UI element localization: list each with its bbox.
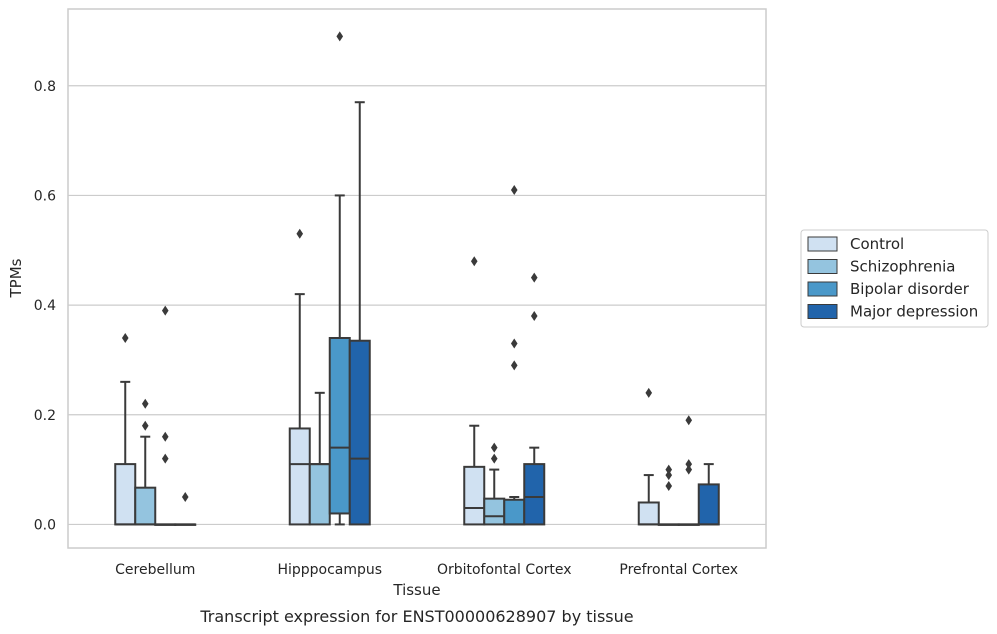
outlier-point — [121, 332, 129, 343]
outlier-point — [181, 492, 189, 503]
x-tick-labels: Cerebellum Hipppocampus Orbitofontal Corte… — [115, 562, 738, 578]
box-bipolar-disorder — [677, 415, 700, 526]
box-control — [288, 228, 311, 526]
box-control — [463, 256, 486, 526]
boxes — [114, 31, 720, 526]
iqr-box — [348, 339, 371, 526]
box-major-depression — [174, 492, 197, 526]
y-tick-labels: 0.0 0.2 0.4 0.6 0.8 — [34, 79, 56, 534]
iqr-box — [288, 427, 311, 526]
box-major-depression — [523, 272, 546, 526]
iqr-box — [114, 463, 137, 526]
iqr-box — [637, 501, 660, 526]
x-tick-label: Hipppocampus — [277, 562, 382, 578]
iqr-box — [328, 336, 351, 515]
iqr-box — [503, 498, 526, 526]
outlier-point — [296, 228, 304, 239]
x-axis-title: Tissue — [392, 581, 440, 599]
outlier-point — [141, 420, 149, 431]
outlier-point — [141, 398, 149, 409]
y-axis-title: TPMs — [7, 258, 25, 298]
outlier-point — [510, 360, 518, 371]
iqr-box — [463, 465, 486, 526]
legend-swatch — [807, 259, 838, 274]
iqr-box — [697, 483, 720, 526]
y-tick-label: 0.8 — [34, 79, 56, 95]
outlier-point — [510, 184, 518, 195]
y-tick-label: 0.4 — [34, 298, 56, 314]
outlier-point — [470, 256, 478, 267]
outlier-point — [665, 481, 673, 492]
outlier-point — [665, 470, 673, 481]
iqr-box — [134, 486, 157, 526]
outlier-point — [161, 453, 169, 464]
legend-label: Major depression — [850, 303, 978, 321]
box-schizophrenia — [134, 398, 157, 526]
legend-label: Schizophrenia — [850, 258, 955, 276]
outlier-point — [336, 31, 344, 42]
figure-caption: Transcript expression for ENST0000062890… — [199, 607, 633, 626]
box-schizophrenia — [308, 391, 331, 526]
outlier-point — [510, 338, 518, 349]
outlier-point — [685, 415, 693, 426]
legend: Control Schizophrenia Bipolar disorder Majo… — [800, 229, 989, 328]
legend-swatch — [807, 281, 838, 297]
x-tick-label: Cerebellum — [115, 562, 195, 578]
outlier-point — [645, 387, 653, 398]
outlier-point — [685, 459, 693, 470]
y-tick-label: 0.6 — [34, 188, 56, 204]
y-tick-label: 0.2 — [34, 408, 56, 424]
outlier-point — [161, 305, 169, 316]
outlier-point — [490, 442, 498, 453]
outlier-point — [490, 453, 498, 464]
outlier-point — [530, 311, 538, 322]
legend-swatch — [807, 304, 838, 319]
outlier-point — [530, 272, 538, 283]
box-major-depression — [697, 463, 720, 526]
y-tick-label: 0.0 — [34, 517, 56, 533]
iqr-box — [483, 497, 506, 526]
outlier-point — [161, 431, 169, 442]
legend-swatch — [807, 236, 838, 252]
plot-frame — [67, 8, 767, 549]
box-bipolar-disorder — [154, 305, 177, 526]
legend-label: Bipolar disorder — [850, 280, 970, 298]
plot-background — [68, 9, 766, 548]
box-control — [114, 332, 137, 526]
box-control — [637, 387, 660, 526]
outlier-point — [665, 464, 673, 475]
iqr-box — [308, 463, 331, 526]
iqr-box — [523, 463, 546, 526]
x-tick-label: Orbitofontal Cortex — [437, 562, 572, 578]
legend-frame — [800, 229, 989, 328]
outlier-point — [685, 464, 693, 475]
legend-label: Control — [850, 235, 904, 253]
x-tick-label: Prefrontal Cortex — [619, 562, 738, 578]
box-major-depression — [348, 101, 371, 526]
